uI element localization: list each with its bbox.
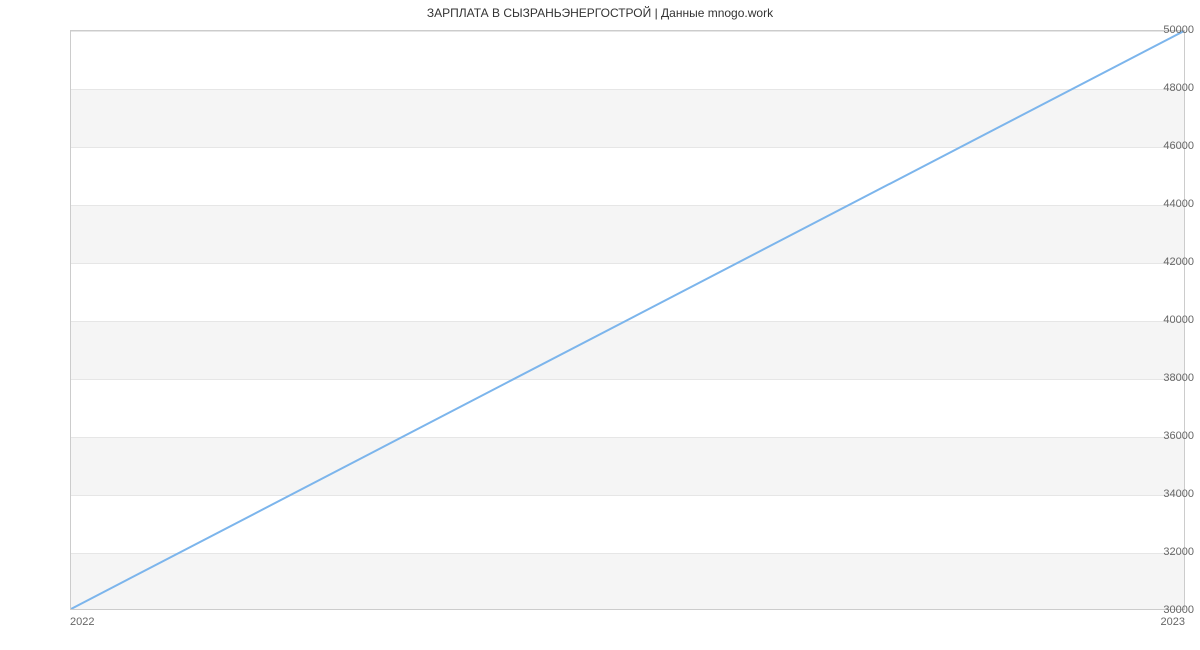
y-tick-label: 32000 xyxy=(1124,546,1200,558)
salary-chart: ЗАРПЛАТА В СЫЗРАНЬЭНЕРГОСТРОЙ | Данные m… xyxy=(0,0,1200,650)
y-tick-label: 34000 xyxy=(1124,488,1200,500)
y-tick-label: 48000 xyxy=(1124,82,1200,94)
y-tick-label: 38000 xyxy=(1124,372,1200,384)
plot-area xyxy=(70,30,1185,610)
y-tick-label: 40000 xyxy=(1124,314,1200,326)
x-tick-label: 2022 xyxy=(70,616,94,628)
y-tick-label: 42000 xyxy=(1124,256,1200,268)
series-layer xyxy=(71,31,1184,609)
y-tick-label: 46000 xyxy=(1124,140,1200,152)
y-tick-label: 44000 xyxy=(1124,198,1200,210)
x-tick-label: 2023 xyxy=(1161,616,1185,628)
y-tick-label: 30000 xyxy=(1124,604,1200,616)
y-tick-label: 36000 xyxy=(1124,430,1200,442)
y-tick-label: 50000 xyxy=(1124,24,1200,36)
chart-title: ЗАРПЛАТА В СЫЗРАНЬЭНЕРГОСТРОЙ | Данные m… xyxy=(0,6,1200,20)
series-line-salary xyxy=(71,31,1184,609)
